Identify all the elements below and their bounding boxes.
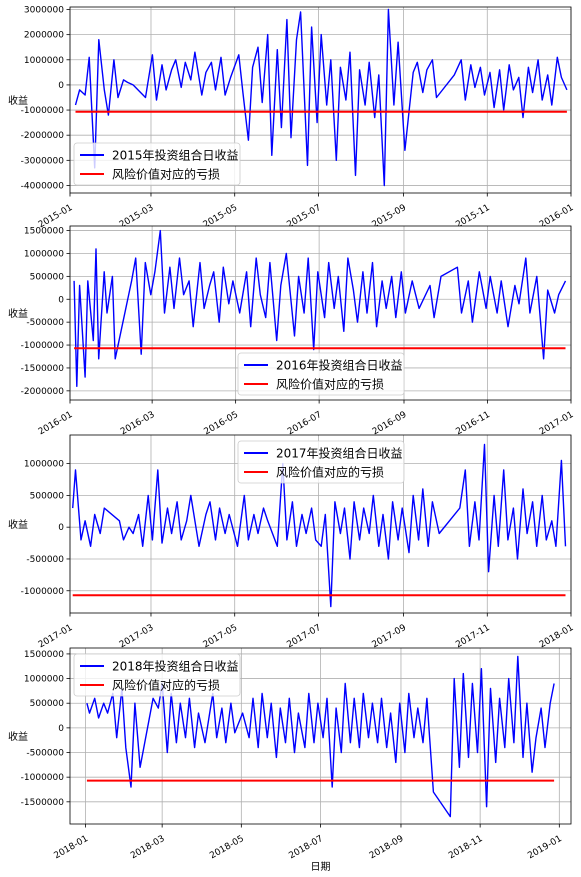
y-tick-label: 1500000 [24, 650, 64, 660]
x-tick-label: 2016-01 [37, 410, 75, 437]
legend-box [73, 653, 241, 697]
y-tick-label: 1000000 [24, 56, 64, 66]
axes-frame [69, 6, 572, 194]
y-tick-label: -1500000 [21, 798, 65, 808]
y-tick-label: -500000 [26, 555, 64, 565]
legend-label: 风险价值对应的亏损 [112, 167, 220, 182]
subplot-3: 1000000 500000 0 -500000 -1000000 2017-01 2017… [8, 434, 576, 651]
y-tick-label: 500000 [30, 699, 65, 709]
x-tick-label: 2018-07 [287, 834, 325, 861]
y-tick-label: 1000000 [24, 675, 64, 685]
y-tick-label: -2000000 [21, 131, 65, 141]
x-tick-label: 2018-09 [368, 834, 406, 862]
x-tick-label: 2018-01 [538, 623, 576, 650]
x-tick-label: 2018-03 [129, 834, 167, 861]
y-axis-label: 收益 [8, 94, 28, 107]
daily-return-line [73, 229, 567, 387]
legend-label: 2018年投资组合日收益 [112, 659, 239, 674]
legend-label: 风险价值对应的亏损 [276, 465, 384, 480]
legend-label: 2016年投资组合日收益 [276, 358, 403, 373]
x-tick-label: 2016-09 [371, 410, 409, 438]
legend-label: 风险价值对应的亏损 [276, 377, 384, 392]
subplot-4: 1500000 1000000 500000 0 -500000 -1000000 -150… [8, 647, 572, 873]
x-tick-label: 2017-05 [202, 623, 240, 650]
subplot-1: 3000000 2000000 1000000 0 -1000000 -2000000 -3… [8, 6, 576, 231]
x-tick-label: 2016-05 [203, 410, 241, 437]
daily-return-line [86, 655, 555, 818]
legend-label: 风险价值对应的亏损 [112, 678, 220, 693]
axes-frame [69, 434, 572, 614]
y-tick-label: -1000000 [21, 587, 65, 597]
y-tick-label: -500000 [26, 318, 64, 328]
axes-frame [69, 647, 572, 825]
y-tick-label: -500000 [26, 749, 64, 759]
x-tick-label: 2018-01 [53, 834, 91, 861]
x-tick-label: 2016-11 [454, 410, 492, 437]
y-tick-label: 0 [58, 81, 64, 91]
y-tick-label: -1500000 [21, 364, 65, 374]
x-tick-label: 2017-03 [118, 623, 156, 650]
axes-frame [69, 225, 572, 401]
y-tick-label: -4000000 [21, 181, 65, 191]
x-tick-label: 2018-11 [447, 834, 485, 861]
y-tick-label: 3000000 [24, 6, 64, 16]
x-tick-label: 2018-05 [208, 834, 246, 861]
y-axis-label: 收益 [8, 307, 28, 320]
legend-label: 2017年投资组合日收益 [276, 446, 403, 461]
x-tick-label: 2017-09 [370, 623, 408, 651]
y-tick-label: -3000000 [21, 156, 65, 166]
legend-box [237, 440, 405, 484]
x-tick-label: 2017-07 [285, 623, 323, 650]
y-tick-label: 1000000 [24, 249, 64, 259]
y-tick-label: 500000 [30, 491, 65, 501]
x-tick-label: 2019-01 [526, 834, 564, 861]
y-axis-label: 收益 [8, 518, 28, 531]
y-tick-label: 1500000 [24, 227, 64, 237]
y-tick-label: 0 [58, 523, 64, 533]
y-tick-label: 0 [58, 724, 64, 734]
x-tick-label: 2016-07 [286, 410, 324, 437]
x-tick-label: 2017-01 [538, 410, 576, 437]
y-tick-label: -1000000 [21, 773, 65, 783]
x-tick-label: 2016-03 [119, 410, 157, 437]
y-tick-label: 2000000 [24, 31, 64, 41]
daily-return-line [74, 8, 568, 187]
daily-return-line [72, 443, 567, 608]
subplot-2: 1500000 1000000 500000 0 -500000 -1000000 -150… [8, 225, 576, 438]
y-tick-label: -1000000 [21, 341, 65, 351]
legend-box [237, 352, 405, 396]
y-tick-label: 1000000 [24, 460, 64, 470]
x-tick-label: 2017-11 [454, 623, 492, 650]
y-tick-label: -2000000 [21, 387, 65, 397]
x-axis-label: 日期 [311, 861, 331, 873]
x-tick-label: 2017-01 [37, 623, 75, 650]
y-tick-label: 0 [58, 295, 64, 305]
y-tick-label: 500000 [30, 272, 65, 282]
legend-box [73, 142, 241, 186]
y-axis-label: 收益 [8, 730, 28, 743]
legend-label: 2015年投资组合日收益 [112, 148, 239, 163]
y-tick-label: -1000000 [21, 106, 65, 116]
